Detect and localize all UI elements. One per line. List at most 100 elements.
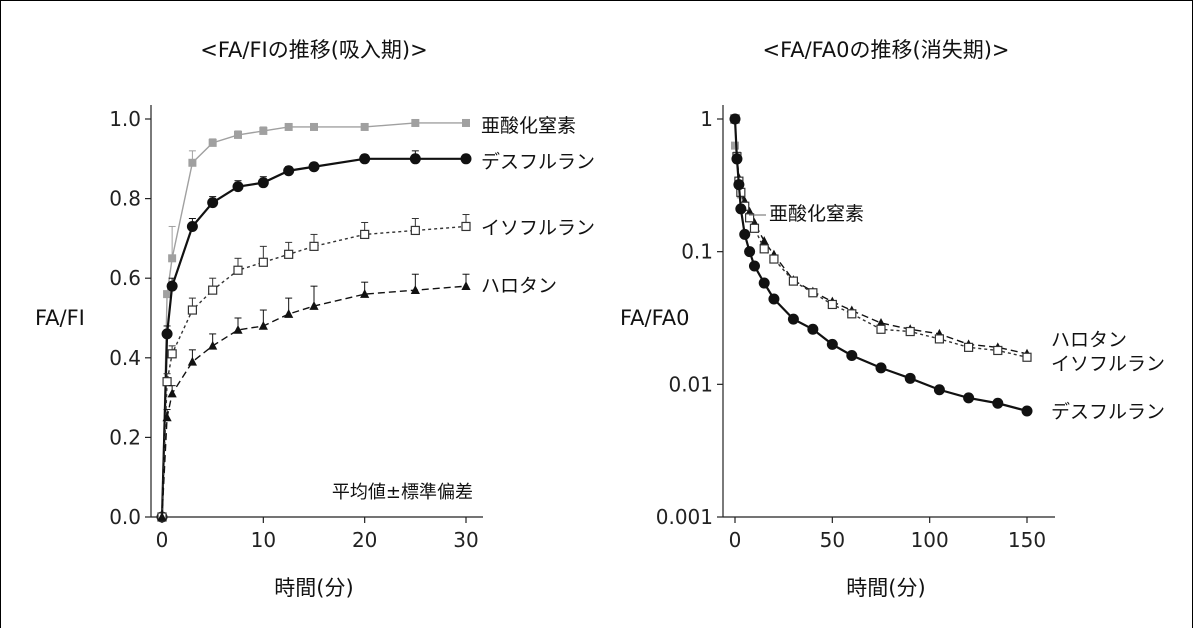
elimination-chart: <FA/FA0の推移(消失期)> FA/FA0 時間(分) 0.0010.010… bbox=[620, 38, 1165, 600]
inhalation-point-halothane bbox=[258, 320, 268, 330]
elimination-point-desflurane bbox=[846, 349, 858, 361]
elimination-point-isoflurane bbox=[808, 288, 818, 298]
elimination-point-isoflurane bbox=[827, 299, 837, 310]
elimination-point-isoflurane bbox=[876, 324, 886, 334]
elimination-point-desflurane bbox=[992, 397, 1004, 409]
inhalation-y-tick-label: 0.6 bbox=[109, 266, 141, 290]
inhalation-point-nitrous-oxide bbox=[188, 158, 197, 167]
inhalation-series-isoflurane bbox=[157, 214, 471, 522]
inhalation-x-tick-label: 10 bbox=[251, 528, 276, 552]
elimination-y-tick-label: 1 bbox=[700, 107, 713, 131]
mean-sd-annotation: 平均値±標準偏差 bbox=[332, 482, 473, 503]
inhalation-point-isoflurane bbox=[360, 229, 370, 240]
inhalation-line-desflurane bbox=[160, 157, 466, 518]
elimination-point-desflurane bbox=[933, 384, 945, 396]
elimination-series-halothane bbox=[730, 114, 1032, 358]
inhalation-point-desflurane bbox=[283, 165, 295, 177]
inhalation-point-desflurane bbox=[166, 280, 178, 292]
inhalation-point-desflurane bbox=[161, 328, 173, 340]
inhalation-point-isoflurane bbox=[187, 305, 197, 315]
inhalation-point-desflurane bbox=[257, 177, 269, 189]
inhalation-point-halothane bbox=[309, 301, 319, 310]
inhalation-point-nitrous-oxide bbox=[163, 290, 172, 299]
elimination-point-desflurane bbox=[826, 338, 838, 350]
elimination-point-isoflurane bbox=[749, 223, 760, 233]
elimination-series-label-isoflurane: イソフルラン bbox=[1051, 353, 1165, 375]
elimination-point-desflurane bbox=[735, 203, 747, 215]
inhalation-point-isoflurane bbox=[284, 249, 294, 259]
elimination-point-desflurane bbox=[963, 392, 975, 404]
elimination-point-halothane bbox=[876, 317, 886, 327]
inhalation-axes: 0.0 0.2 0.4 0.6 0.8 1.0 0 10 20 30 bbox=[109, 105, 483, 552]
inhalation-point-halothane bbox=[284, 309, 294, 318]
elimination-point-isoflurane bbox=[769, 254, 779, 264]
inhalation-point-desflurane bbox=[308, 161, 320, 173]
inhalation-point-desflurane bbox=[460, 153, 472, 165]
inhalation-x-tick-label: 20 bbox=[352, 528, 377, 552]
elimination-x-tick-label: 100 bbox=[911, 528, 949, 552]
inhalation-line-halothane bbox=[161, 285, 467, 518]
inhalation-series-label-desflurane: デスフルラン bbox=[481, 151, 595, 173]
inhalation-point-isoflurane bbox=[162, 377, 172, 387]
inhalation-point-halothane bbox=[461, 281, 471, 290]
inhalation-point-isoflurane bbox=[167, 349, 177, 359]
elimination-point-desflurane bbox=[1021, 405, 1033, 417]
inhalation-point-nitrous-oxide bbox=[284, 122, 293, 131]
inhalation-point-nitrous-oxide bbox=[411, 118, 420, 127]
inhalation-point-desflurane bbox=[207, 197, 219, 209]
inhalation-y-tick-label: 0.8 bbox=[109, 187, 141, 211]
elimination-point-desflurane bbox=[739, 228, 751, 240]
elimination-point-desflurane bbox=[748, 260, 760, 272]
inhalation-series-label-nitrous-oxide: 亜酸化窒素 bbox=[481, 115, 576, 137]
inhalation-point-halothane bbox=[162, 412, 172, 422]
elimination-y-tick-label: 0.1 bbox=[681, 240, 713, 264]
elimination-point-desflurane bbox=[904, 372, 916, 384]
elimination-point-isoflurane bbox=[905, 326, 915, 337]
elimination-series-desflurane bbox=[729, 113, 1033, 417]
inhalation-point-halothane bbox=[410, 285, 420, 294]
elimination-point-nitrous-oxide bbox=[731, 141, 739, 150]
elimination-x-tick-label: 150 bbox=[1008, 528, 1046, 552]
elimination-point-isoflurane bbox=[759, 244, 769, 254]
inhalation-point-nitrous-oxide bbox=[360, 122, 369, 131]
inhalation-point-isoflurane bbox=[309, 241, 319, 251]
inhalation-point-desflurane bbox=[409, 153, 421, 165]
inhalation-point-halothane bbox=[360, 289, 370, 298]
inhalation-series-label-halothane: ハロタン bbox=[481, 275, 557, 297]
elimination-marks bbox=[729, 113, 1033, 417]
inhalation-point-halothane bbox=[233, 324, 243, 334]
inhalation-marks bbox=[156, 118, 472, 523]
inhalation-point-desflurane bbox=[232, 181, 244, 193]
elimination-chart-title: <FA/FA0の推移(消失期)> bbox=[762, 38, 1009, 62]
inhalation-point-nitrous-oxide bbox=[310, 122, 318, 131]
inhalation-point-halothane bbox=[167, 388, 177, 398]
elimination-y-tick-label: 0.01 bbox=[668, 372, 713, 396]
elimination-point-isoflurane bbox=[744, 213, 755, 223]
inhalation-x-tick-label: 0 bbox=[156, 528, 169, 552]
elimination-point-desflurane bbox=[768, 293, 780, 305]
elimination-point-desflurane bbox=[758, 277, 770, 289]
elimination-point-isoflurane bbox=[934, 334, 945, 344]
elimination-point-isoflurane bbox=[993, 345, 1003, 356]
elimination-y-tick-label: 0.001 bbox=[656, 505, 713, 529]
inhalation-y-tick-label: 0.2 bbox=[109, 425, 141, 449]
elimination-axes: 0.001 0.01 0.1 1 0 50 100 150 bbox=[656, 105, 1055, 552]
inhalation-series-halothane bbox=[157, 273, 471, 521]
inhalation-point-desflurane bbox=[359, 153, 371, 165]
inhalation-chart-title: <FA/FIの推移(吸入期)> bbox=[200, 38, 427, 62]
elimination-point-desflurane bbox=[733, 179, 745, 191]
elimination-series-label-nitrous-oxide: 亜酸化窒素 bbox=[769, 203, 864, 225]
elimination-x-axis-title: 時間(分) bbox=[846, 576, 925, 600]
inhalation-series-label-isoflurane: イソフルラン bbox=[481, 217, 595, 239]
inhalation-chart: <FA/FIの推移(吸入期)> FA/FI 時間(分) 平均値±標準偏差 0.0… bbox=[35, 38, 595, 600]
elimination-point-desflurane bbox=[787, 313, 799, 325]
elimination-point-desflurane bbox=[731, 153, 743, 165]
inhalation-series-desflurane bbox=[156, 150, 472, 523]
elimination-x-tick-label: 50 bbox=[820, 528, 845, 552]
inhalation-point-isoflurane bbox=[208, 285, 218, 295]
inhalation-point-isoflurane bbox=[233, 265, 243, 275]
elimination-point-isoflurane bbox=[847, 309, 857, 319]
